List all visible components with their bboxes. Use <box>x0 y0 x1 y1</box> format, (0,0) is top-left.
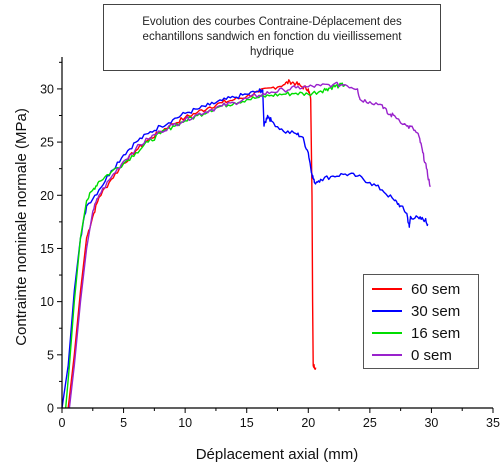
legend-item-30-sem: 30 sem <box>364 300 478 322</box>
chart-title-line-1: Evolution des courbes Contraine-Déplacem… <box>142 16 402 28</box>
legend-label-60-sem: 60 sem <box>411 280 461 298</box>
x-tick-label: 15 <box>240 416 254 430</box>
axes: 0 5 10 15 20 25 30 35 0 5 10 15 20 25 30 <box>40 57 500 430</box>
series-line-30-sem <box>61 88 429 409</box>
legend-swatch-30-sem <box>372 310 402 312</box>
x-tick-label: 25 <box>363 416 377 430</box>
y-tick-label: 5 <box>47 348 54 362</box>
legend-swatch-0-sem <box>372 354 402 356</box>
chart-title-line-2: echantillons sandwich en fonction du vie… <box>142 31 402 43</box>
x-tick-label: 5 <box>120 416 127 430</box>
legend-label-0-sem: 0 sem <box>411 346 452 364</box>
legend-item-60-sem: 60 sem <box>364 278 478 300</box>
legend: 60 sem 30 sem 16 sem 0 sem <box>363 274 479 369</box>
legend-swatch-16-sem <box>372 332 402 334</box>
chart-title-line-3: hydrique <box>249 46 295 58</box>
series-line-16-sem <box>65 82 346 409</box>
legend-item-16-sem: 16 sem <box>364 322 478 344</box>
y-tick-label: 20 <box>40 189 54 203</box>
x-tick-label: 20 <box>301 416 315 430</box>
series-layer <box>61 79 431 409</box>
x-axis-label: Déplacement axial (mm) <box>196 446 359 463</box>
x-tick-label: 35 <box>486 416 500 430</box>
y-tick-label: 10 <box>40 295 54 309</box>
x-tick-label: 0 <box>59 416 66 430</box>
series-line-60-sem <box>67 79 317 409</box>
y-tick-label: 25 <box>40 136 54 150</box>
y-tick-label: 15 <box>40 242 54 256</box>
y-tick-label: 30 <box>40 82 54 96</box>
x-tick-label: 10 <box>178 416 192 430</box>
legend-label-16-sem: 16 sem <box>411 324 461 342</box>
y-axis-label: Contrainte nominale normale (MPa) <box>13 108 30 346</box>
legend-item-0-sem: 0 sem <box>364 344 478 366</box>
chart-title: Evolution des courbes Contraine-Déplacem… <box>103 4 441 71</box>
legend-swatch-60-sem <box>372 288 402 290</box>
x-tick-label: 30 <box>424 416 438 430</box>
series-line-0-sem <box>68 81 431 409</box>
legend-label-30-sem: 30 sem <box>411 302 461 320</box>
y-tick-label: 0 <box>47 402 54 416</box>
